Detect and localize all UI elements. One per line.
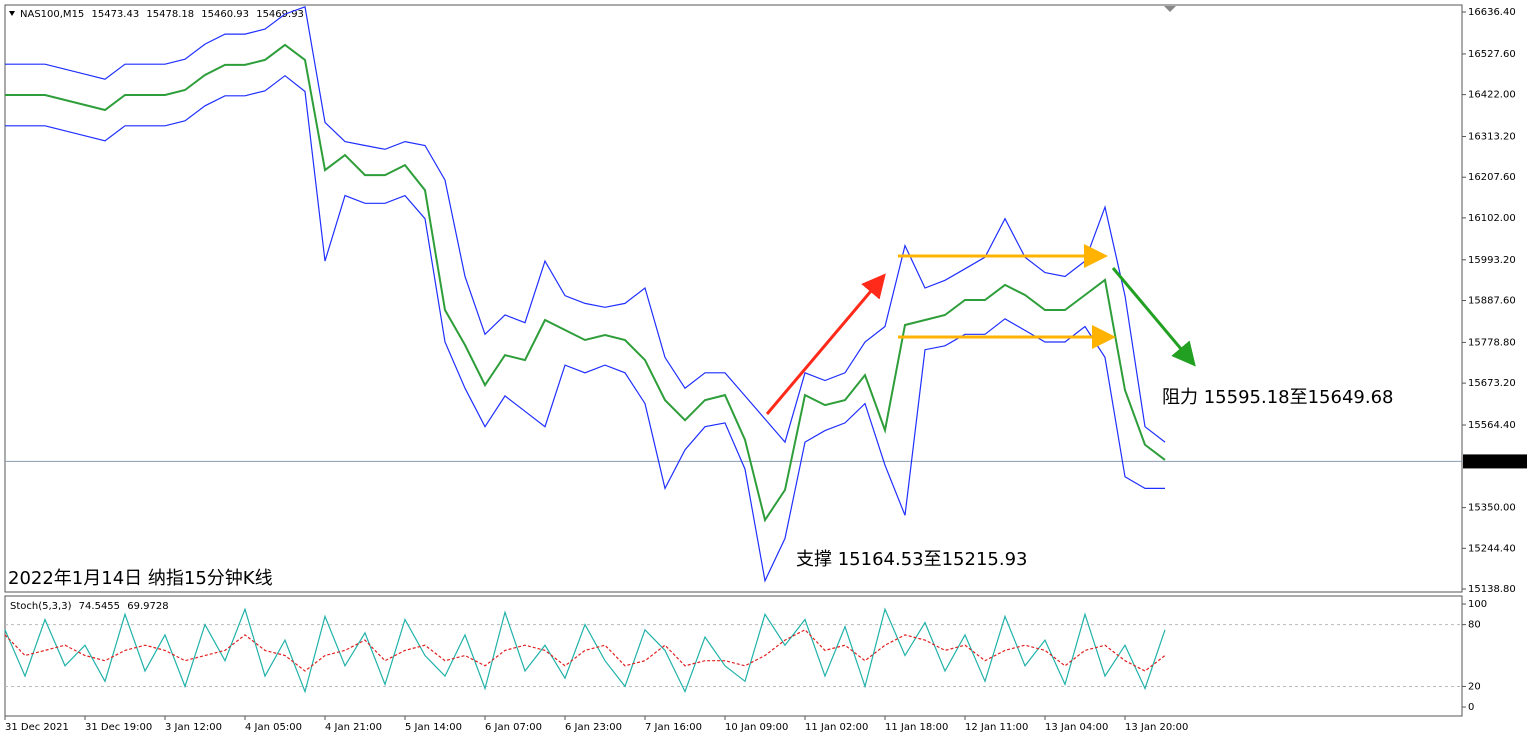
y-tick-label: 16636.40 bbox=[1468, 7, 1516, 18]
open: 15473.43 bbox=[91, 9, 139, 20]
indicator: Stoch(5,3,3) bbox=[10, 601, 72, 612]
x-tick-label: 4 Jan 21:00 bbox=[325, 722, 382, 733]
x-tick-label: 12 Jan 11:00 bbox=[965, 722, 1028, 733]
fall-arrow bbox=[1111, 267, 1196, 367]
x-tick-label: 3 Jan 12:00 bbox=[165, 722, 222, 733]
main-panel bbox=[4, 4, 1463, 593]
chart-title: 2022年1月14日 纳指15分钟K线 bbox=[8, 568, 273, 589]
y-tick-label: 15244.40 bbox=[1468, 543, 1516, 554]
series-line bbox=[5, 5, 1166, 444]
support-note: 支撑 15164.53至15215.93 bbox=[796, 549, 1028, 570]
x-tick-label: 7 Jan 16:00 bbox=[645, 722, 702, 733]
x-tick-label: 31 Dec 19:00 bbox=[85, 722, 152, 733]
shift-marker bbox=[1164, 6, 1176, 12]
x-tick-label: 11 Jan 02:00 bbox=[805, 722, 868, 733]
y-tick-label: 15564.40 bbox=[1468, 420, 1516, 431]
y-tick-label: 0 bbox=[1468, 702, 1474, 713]
menu-triangle bbox=[9, 11, 15, 16]
close: 15469.93 bbox=[256, 9, 304, 20]
y-tick-label: 20 bbox=[1468, 681, 1481, 692]
high: 15478.18 bbox=[146, 9, 194, 20]
y-tick-label: 15350.00 bbox=[1468, 503, 1516, 514]
symbol: NAS100,M15 bbox=[20, 9, 84, 20]
stoch-panel bbox=[4, 595, 1463, 717]
x-tick-label: 11 Jan 18:00 bbox=[885, 722, 948, 733]
y-tick-label: 15673.20 bbox=[1468, 378, 1516, 389]
series-line bbox=[5, 43, 1166, 523]
x-tick-label: 4 Jan 05:00 bbox=[245, 722, 302, 733]
y-tick-label: 100 bbox=[1468, 599, 1487, 610]
x-tick-label: 13 Jan 04:00 bbox=[1045, 722, 1108, 733]
plot: 16636.40 16527.60 16422.00 16313.20 16207.60… bbox=[4, 5, 1527, 733]
x-tick-label: 5 Jan 14:00 bbox=[405, 722, 462, 733]
y-tick-label: 16102.00 bbox=[1468, 213, 1516, 224]
rise-arrow bbox=[765, 273, 886, 415]
resistance-note: 阻力 15595.18至15649.68 bbox=[1162, 387, 1394, 408]
y-tick-label: 15887.60 bbox=[1468, 296, 1516, 307]
y-tick-label: 80 bbox=[1468, 620, 1481, 631]
x-tick-label: 6 Jan 07:00 bbox=[485, 722, 542, 733]
signal-value: 69.9728 bbox=[127, 601, 168, 612]
price-box bbox=[1463, 454, 1527, 469]
y-tick-label: 16207.60 bbox=[1468, 172, 1516, 183]
y-tick-label: 15138.80 bbox=[1468, 584, 1516, 595]
main-value: 74.5455 bbox=[79, 601, 120, 612]
x-tick-label: 31 Dec 2021 bbox=[5, 722, 69, 733]
series-line bbox=[4, 629, 1166, 672]
y-tick-label: 16313.20 bbox=[1468, 132, 1516, 143]
stoch-header: Stoch(5,3,3) 74.5455 69.9728 bbox=[10, 601, 169, 612]
y-tick-label: 16527.60 bbox=[1468, 49, 1516, 60]
y-tick-label: 15993.20 bbox=[1468, 255, 1516, 266]
x-tick-label: 10 Jan 09:00 bbox=[725, 722, 788, 733]
x-tick-label: 6 Jan 23:00 bbox=[565, 722, 622, 733]
symbol-header: NAS100,M15 15473.43 15478.18 15460.93 15… bbox=[20, 9, 304, 20]
y-tick-label: 15778.80 bbox=[1468, 337, 1516, 348]
low: 15460.93 bbox=[201, 9, 249, 20]
x-tick-label: 13 Jan 20:00 bbox=[1125, 722, 1188, 733]
series-line bbox=[5, 74, 1165, 583]
series-line bbox=[4, 607, 1166, 694]
y-tick-label: 16422.00 bbox=[1468, 90, 1516, 101]
price-label: 15469.93 bbox=[1468, 456, 1516, 467]
